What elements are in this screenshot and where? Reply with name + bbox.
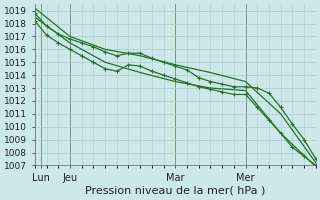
X-axis label: Pression niveau de la mer( hPa ): Pression niveau de la mer( hPa ) <box>85 186 266 196</box>
